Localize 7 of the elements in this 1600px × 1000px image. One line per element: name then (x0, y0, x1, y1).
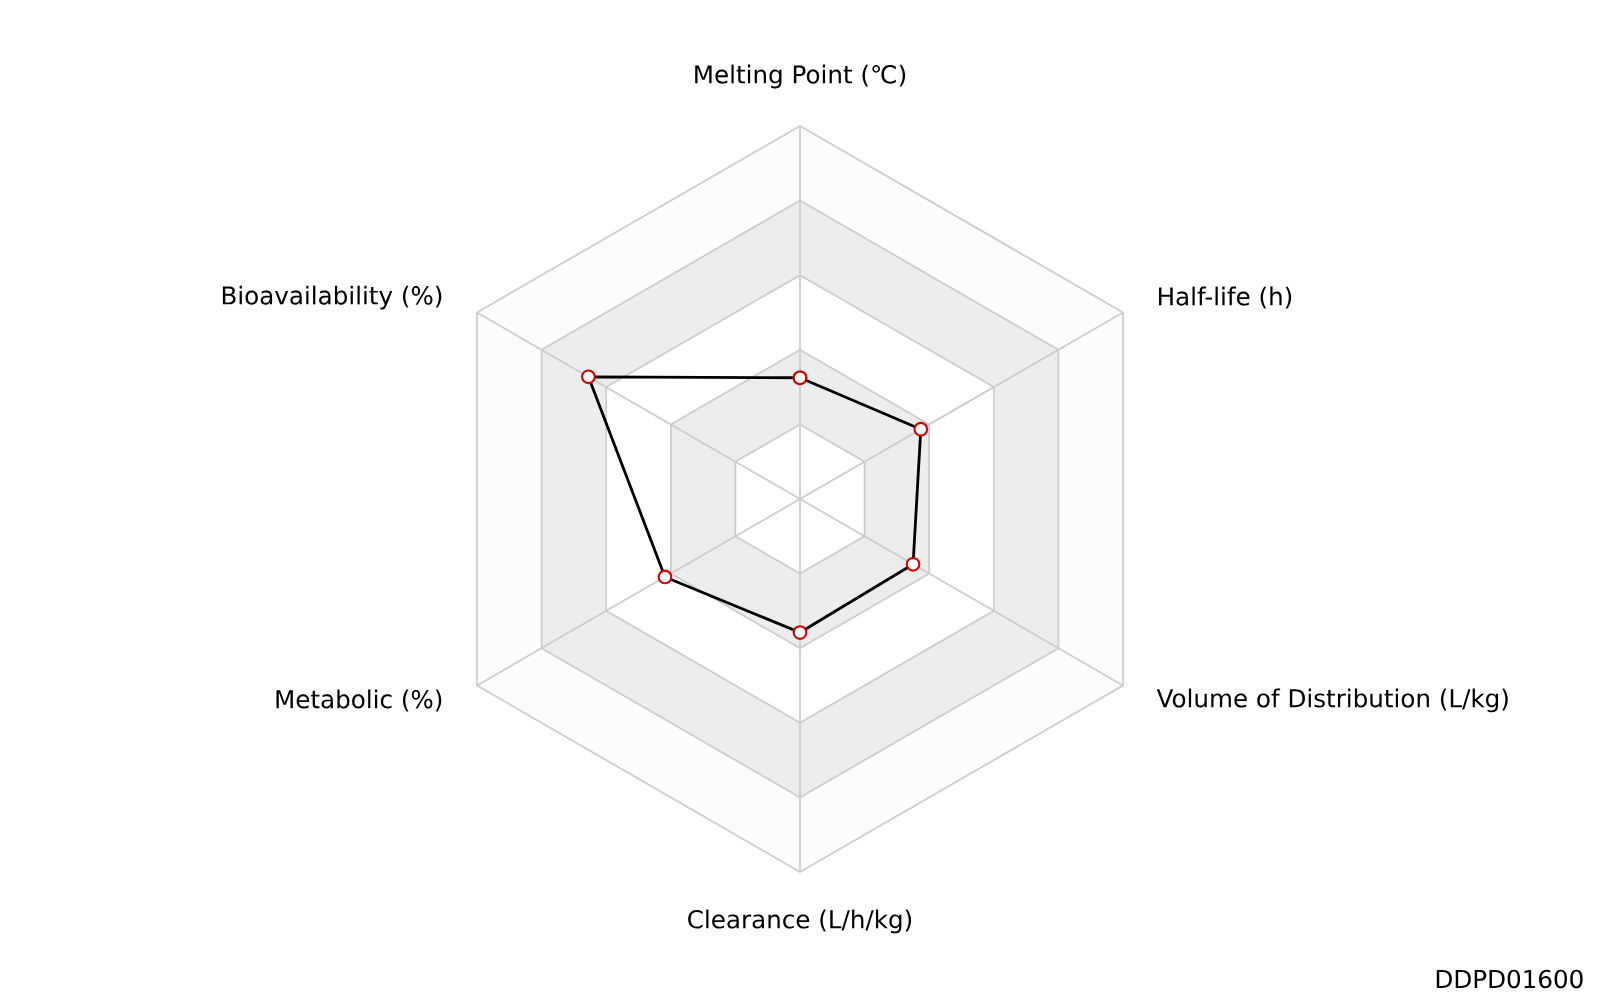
spoke-label: Metabolic (%) (276, 689, 442, 712)
spoke-label: Bioavailability (%) (222, 285, 442, 310)
spoke-label: Clearance (L/h/kg) (688, 909, 912, 934)
spoke-label: Half-life (h) (1159, 286, 1292, 309)
spoke-label: Melting Point (℃) (695, 64, 906, 89)
spoke-label: Volume of Distribution (L/kg) (1156, 688, 1508, 713)
text: DDPD01600 (1436, 969, 1583, 989)
